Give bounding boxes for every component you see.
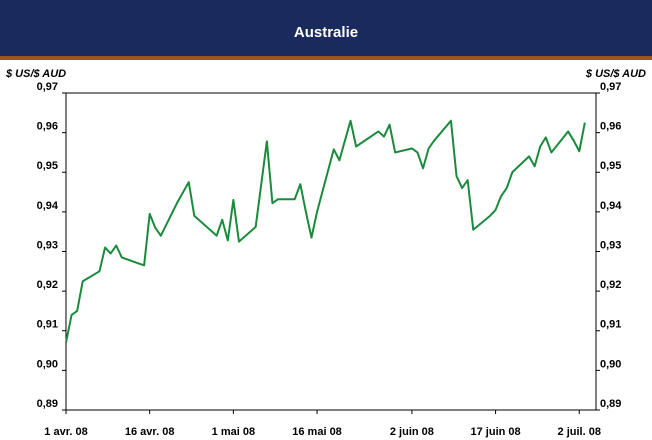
y2-tick-label: 0,91 bbox=[600, 319, 621, 331]
y2-tick-label: 0,93 bbox=[600, 239, 621, 251]
y-tick-label: 0,90 bbox=[37, 358, 58, 370]
y2-tick-label: 0,97 bbox=[600, 81, 621, 93]
y2-tick-label: 0,89 bbox=[600, 398, 621, 410]
y-tick-label: 0,94 bbox=[37, 200, 59, 212]
y2-tick-label: 0,95 bbox=[600, 160, 621, 172]
x-tick-label: 16 avr. 08 bbox=[125, 426, 175, 438]
y-tick-label: 0,89 bbox=[37, 398, 58, 410]
y-tick-label: 0,97 bbox=[37, 81, 58, 93]
title-rule bbox=[0, 56, 652, 60]
x-tick-label: 1 avr. 08 bbox=[44, 426, 87, 438]
y2-tick-label: 0,94 bbox=[600, 200, 622, 212]
y-tick-label: 0,92 bbox=[37, 279, 58, 291]
x-tick-label: 17 juin 08 bbox=[471, 426, 521, 438]
x-tick-label: 2 juil. 08 bbox=[558, 426, 601, 438]
chart-title: Australie bbox=[294, 24, 358, 41]
y2-tick-label: 0,90 bbox=[600, 358, 621, 370]
y-tick-label: 0,93 bbox=[37, 239, 58, 251]
y2-tick-label: 0,96 bbox=[600, 121, 621, 133]
y2-tick-label: 0,92 bbox=[600, 279, 621, 291]
y-tick-label: 0,95 bbox=[37, 160, 58, 172]
x-tick-label: 1 mai 08 bbox=[212, 426, 255, 438]
x-tick-label: 2 juin 08 bbox=[390, 426, 434, 438]
series-line bbox=[65, 119, 586, 343]
y-axis-label: $ US/$ AUD bbox=[5, 68, 66, 80]
y-tick-label: 0,96 bbox=[37, 121, 58, 133]
y-tick-label: 0,91 bbox=[37, 319, 58, 331]
x-tick-label: 16 mai 08 bbox=[292, 426, 342, 438]
title-banner bbox=[0, 0, 652, 56]
y2-axis-label: $ US/$ AUD bbox=[585, 68, 646, 80]
